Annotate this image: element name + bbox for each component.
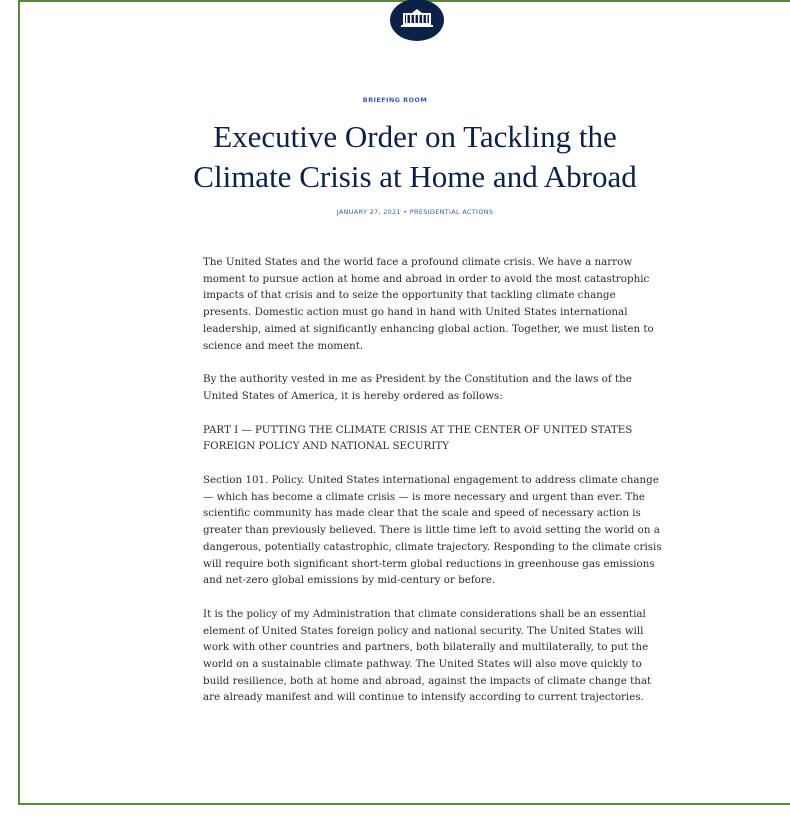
paragraph: By the authority vested in me as Preside… <box>203 373 632 402</box>
title: Executive Order on Tackling the Climate … <box>0 117 790 197</box>
body: The United States and the world face a p… <box>203 254 665 723</box>
paragraph: It is the policy of my Administration th… <box>203 607 652 704</box>
paragraph: The United States and the world face a p… <box>203 256 654 352</box>
title-line: Executive Order on Tackling the <box>213 119 617 154</box>
title-line: Climate Crisis at Home and Abroad <box>193 159 637 194</box>
frame <box>18 0 790 805</box>
paragraph: PART I — PUTTING THE CLIMATE CRISIS AT T… <box>203 423 633 453</box>
logo <box>390 0 444 41</box>
meta: JANUARY 27, 2021 • PRESIDENTIAL ACTIONS <box>336 208 494 216</box>
paragraph: Section 101. Policy. United States inter… <box>203 474 662 587</box>
section-label: BRIEFING ROOM <box>362 96 428 104</box>
